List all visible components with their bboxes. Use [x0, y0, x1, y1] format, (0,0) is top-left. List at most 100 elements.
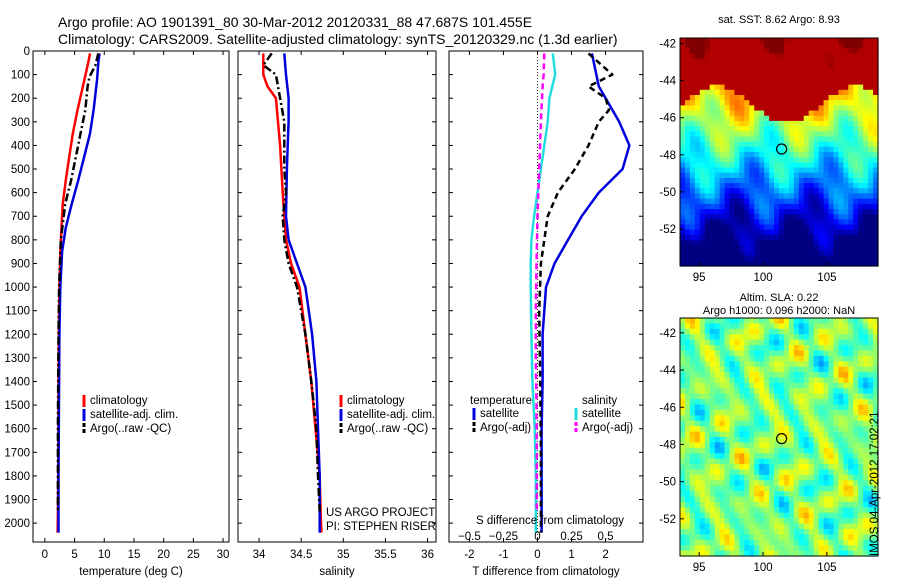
- sst-map-cell: [788, 48, 795, 55]
- sla-map-cell: [754, 345, 760, 352]
- sla-map-cell: [863, 437, 869, 444]
- sla-map-cell: [744, 545, 750, 552]
- sla-map-cell: [779, 545, 785, 552]
- sla-map-cell: [774, 361, 780, 368]
- sst-map-cell: [863, 115, 869, 122]
- sst-map-cell: [749, 229, 755, 236]
- sla-map-cell: [853, 431, 859, 438]
- sst-map-cell: [818, 105, 825, 112]
- sst-map-cell: [729, 58, 736, 65]
- sst-map-cell: [734, 250, 740, 257]
- sst-map-cell: [744, 260, 750, 267]
- sla-map-cell: [689, 458, 696, 465]
- sla-map-cell: [749, 350, 755, 357]
- sst-map-cell: [684, 229, 691, 236]
- sst-map-cell: [729, 69, 736, 75]
- sla-map-cell: [699, 334, 706, 341]
- sla-map-cell: [783, 512, 790, 519]
- sst-map-cell: [808, 240, 815, 246]
- sla-map-cell: [684, 328, 691, 335]
- sla-map-cell: [689, 404, 696, 411]
- sla-map-cell: [714, 345, 721, 352]
- sla-map-cell: [853, 437, 859, 444]
- sla-map-cell: [803, 328, 810, 335]
- sst-map-cell: [779, 198, 785, 205]
- sst-map-cell: [744, 95, 750, 101]
- sst-map-cell: [769, 69, 775, 75]
- sla-map-cell: [764, 458, 770, 465]
- sla-map-cell: [684, 528, 691, 535]
- sla-map-cell: [853, 512, 859, 519]
- sst-map-cell: [754, 203, 760, 210]
- sst-map-cell: [858, 203, 864, 210]
- sla-map-cell: [774, 372, 780, 379]
- sst-map-cell: [828, 131, 835, 138]
- sla-map-cell: [858, 496, 864, 503]
- sla-map-cell: [714, 323, 721, 330]
- sla-map-cell: [828, 474, 835, 481]
- sst-map-cell: [709, 74, 716, 81]
- sst-map-cell: [823, 131, 830, 138]
- sst-map-cell: [838, 152, 844, 158]
- sst-map-cell: [863, 245, 869, 252]
- sla-map-cell: [793, 328, 800, 335]
- sst-map-cell: [779, 224, 785, 231]
- sst-map-cell: [848, 79, 854, 86]
- sla-map-cell: [744, 512, 750, 519]
- sla-map-cell: [769, 545, 775, 552]
- temp-ytick-label: 0: [24, 46, 30, 58]
- sst-map-cell: [823, 53, 830, 60]
- sla-map-cell: [833, 404, 839, 411]
- sst-map-cell: [808, 162, 815, 169]
- sal-xtick-label: 36: [421, 549, 434, 561]
- sla-map-cell: [744, 458, 750, 465]
- sla-map-cell: [808, 447, 815, 454]
- sst-map-cell: [788, 183, 795, 189]
- sst-map-cell: [680, 162, 686, 169]
- sla-map-xtick-label: 95: [693, 562, 706, 574]
- sst-map-cell: [808, 172, 815, 179]
- sst-map-cell: [714, 120, 721, 127]
- sla-map-cell: [858, 323, 864, 330]
- sst-map-cell: [783, 43, 790, 49]
- sst-map-cell: [793, 162, 800, 169]
- sla-map-cell: [694, 485, 701, 492]
- sla-map-cell: [744, 366, 750, 373]
- sla-map-cell: [714, 415, 721, 422]
- sla-map-cell: [714, 437, 721, 444]
- sst-map-cell: [759, 245, 765, 252]
- sla-map-cell: [833, 539, 839, 546]
- sst-map-cell: [754, 84, 760, 91]
- sst-map-cell: [739, 79, 745, 86]
- sst-map-cell: [759, 136, 765, 143]
- sst-map-cell: [823, 58, 830, 65]
- sst-map-cell: [704, 100, 711, 106]
- sla-map-cell: [793, 372, 800, 379]
- sla-map-cell: [813, 366, 820, 373]
- sst-map-cell: [704, 53, 711, 60]
- sla-map-cell: [808, 512, 815, 519]
- sst-map-cell: [739, 260, 745, 267]
- sla-map-cell: [818, 318, 825, 325]
- sst-map-cell: [734, 245, 740, 252]
- sla-map-cell: [843, 318, 849, 325]
- sla-map-cell: [823, 355, 830, 362]
- sst-map-cell: [694, 250, 701, 257]
- sla-map-cell: [863, 415, 869, 422]
- sst-map-cell: [793, 63, 800, 70]
- sla-map-cell: [704, 528, 711, 535]
- sla-map-cell: [714, 377, 721, 384]
- sla-map-cell: [833, 339, 839, 346]
- sst-map-cell: [808, 224, 815, 231]
- sla-map-cell: [724, 393, 731, 400]
- sla-map-cell: [858, 528, 864, 535]
- sla-map-cell: [823, 372, 830, 379]
- sst-map-cell: [823, 234, 830, 241]
- sst-map-cell: [838, 245, 844, 252]
- sla-map-cell: [759, 334, 765, 341]
- sla-map-cell: [774, 528, 780, 535]
- sst-map-cell: [694, 105, 701, 112]
- sla-map-cell: [813, 328, 820, 335]
- sla-map-cell: [828, 328, 835, 335]
- sla-map-cell: [828, 523, 835, 530]
